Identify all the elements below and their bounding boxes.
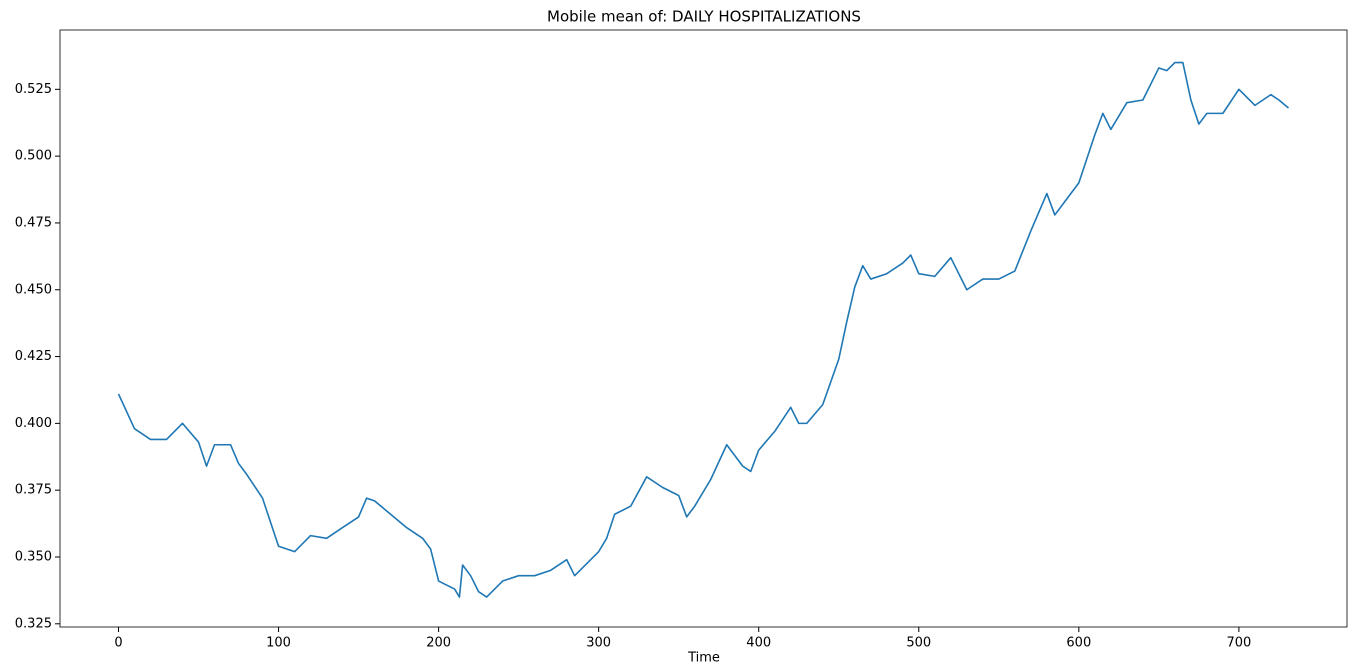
y-tick-label: 0.475 xyxy=(15,215,52,230)
chart-title: Mobile mean of: DAILY HOSPITALIZATIONS xyxy=(547,8,861,26)
y-tick-label: 0.325 xyxy=(15,616,52,631)
y-tick-label: 0.400 xyxy=(15,416,52,431)
x-tick-label: 700 xyxy=(1226,636,1251,651)
x-tick-label: 100 xyxy=(266,636,291,651)
y-tick-label: 0.425 xyxy=(15,349,52,364)
plot-frame xyxy=(59,29,1348,628)
line xyxy=(117,61,1290,598)
y-tick-label: 0.500 xyxy=(15,149,52,164)
x-tick-label: 0 xyxy=(114,636,122,651)
y-tick-label: 0.350 xyxy=(15,549,52,564)
x-tick-label: 200 xyxy=(426,636,451,651)
x-tick-label: 600 xyxy=(1066,636,1091,651)
x-axis-label: Time xyxy=(687,651,720,666)
x-tick-label: 300 xyxy=(586,636,611,651)
y-tick-label: 0.450 xyxy=(15,282,52,297)
x-tick-label: 500 xyxy=(906,636,931,651)
x-tick-label: 400 xyxy=(746,636,771,651)
y-tick-label: 0.375 xyxy=(15,483,52,498)
y-tick-label: 0.525 xyxy=(15,82,52,97)
